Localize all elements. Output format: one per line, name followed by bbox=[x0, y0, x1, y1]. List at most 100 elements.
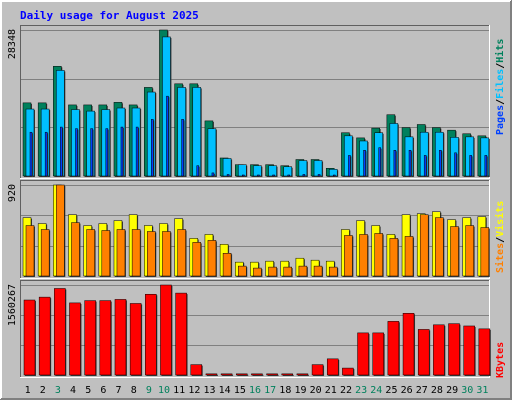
visits-sites-panel: 920 bbox=[7, 180, 490, 279]
bar-shadow bbox=[243, 175, 246, 177]
bar-kbytes-9 bbox=[145, 293, 157, 376]
bar-sites-23 bbox=[359, 234, 368, 277]
x-tick-label: 22 bbox=[340, 385, 352, 396]
side-legends: Pages/Files/Hits Sites/Visits KBytes bbox=[494, 39, 506, 378]
bar-kbytes-21 bbox=[326, 358, 339, 376]
bar-pages-25 bbox=[393, 149, 397, 177]
bar-pages-21 bbox=[332, 174, 336, 177]
side-legend-top: Pages/Files/Hits bbox=[494, 39, 506, 135]
y-max-label: 920 bbox=[7, 184, 18, 202]
x-tick-label: 26 bbox=[401, 385, 413, 396]
x-tick-label: 23 bbox=[355, 385, 367, 396]
bar-kbytes-8 bbox=[129, 303, 142, 376]
bar-kbytes-26 bbox=[402, 313, 415, 376]
bar-kbytes-7 bbox=[114, 299, 127, 376]
x-tick-label: 4 bbox=[70, 385, 76, 396]
bar-kbytes-17 bbox=[266, 373, 278, 376]
x-tick-label: 2 bbox=[40, 385, 46, 396]
bar-shadow bbox=[237, 374, 249, 376]
x-tick-label: 5 bbox=[85, 385, 91, 396]
bar-pages-11 bbox=[181, 119, 184, 177]
bar-kbytes-19 bbox=[296, 373, 309, 376]
bar-pages-3 bbox=[60, 126, 63, 177]
chart-title: Daily usage for August 2025 bbox=[20, 9, 199, 22]
x-tick-label: 16 bbox=[249, 385, 261, 396]
bar-sites-5 bbox=[86, 229, 95, 277]
bar-kbytes-29 bbox=[448, 323, 460, 376]
bar-kbytes-2 bbox=[38, 296, 51, 376]
bar-shadow bbox=[282, 374, 294, 376]
x-tick-label: 30 bbox=[461, 385, 473, 396]
side-legend-part: / bbox=[495, 237, 506, 243]
bar-kbytes-3 bbox=[54, 288, 66, 376]
bar-kbytes-27 bbox=[417, 329, 430, 376]
bar-kbytes-23 bbox=[357, 332, 369, 376]
side-legend-part: / bbox=[495, 99, 506, 105]
bar-pages-4 bbox=[75, 128, 78, 177]
side-legend-mid: Sites/Visits bbox=[494, 201, 506, 273]
bar-sites-22 bbox=[344, 235, 353, 277]
bar-pages-31 bbox=[484, 155, 488, 177]
hits-files-pages-panel: 28348 bbox=[7, 25, 490, 179]
bar-files-12 bbox=[192, 87, 202, 177]
bar-sites-24 bbox=[374, 233, 383, 277]
side-legend-part: / bbox=[495, 63, 506, 69]
x-tick-label: 18 bbox=[279, 385, 291, 396]
bar-pages-6 bbox=[105, 128, 109, 177]
x-tick-label: 12 bbox=[188, 385, 200, 396]
bar-sites-9 bbox=[147, 231, 156, 277]
bar-sites-11 bbox=[177, 229, 186, 277]
bar-pages-24 bbox=[378, 147, 381, 177]
bar-sites-26 bbox=[404, 236, 414, 277]
bar-sites-1 bbox=[25, 225, 35, 277]
x-tick-label: 3 bbox=[55, 385, 61, 396]
bar-pages-30 bbox=[469, 155, 472, 177]
bar-sites-12 bbox=[192, 242, 202, 277]
bar-shadow bbox=[267, 374, 279, 376]
bar-pages-20 bbox=[317, 174, 321, 177]
bar-sites-4 bbox=[71, 222, 80, 277]
bar-files-19 bbox=[298, 160, 308, 177]
bar-pages-13 bbox=[211, 172, 215, 177]
bar-files-14 bbox=[222, 158, 232, 177]
bar-pages-1 bbox=[29, 131, 33, 177]
bar-files-16 bbox=[253, 165, 262, 177]
bar-sites-28 bbox=[435, 217, 444, 277]
bar-sites-31 bbox=[480, 227, 490, 277]
bar-pages-5 bbox=[90, 128, 93, 177]
bar-files-20 bbox=[313, 160, 323, 177]
bar-shadow bbox=[297, 374, 309, 376]
kbytes-panel: 1560267 bbox=[7, 280, 491, 378]
x-tick-label: 29 bbox=[446, 385, 458, 396]
bar-sites-15 bbox=[238, 265, 247, 277]
bar-sites-16 bbox=[253, 267, 262, 277]
bar-kbytes-11 bbox=[175, 292, 187, 376]
x-tick-label: 20 bbox=[310, 385, 322, 396]
bar-kbytes-22 bbox=[342, 367, 354, 376]
bar-pages-8 bbox=[135, 126, 139, 177]
x-tick-label: 27 bbox=[416, 385, 428, 396]
bar-pages-16 bbox=[257, 174, 260, 177]
bar-files-17 bbox=[268, 165, 277, 177]
bar-kbytes-12 bbox=[190, 364, 203, 376]
x-tick-label: 28 bbox=[431, 385, 443, 396]
x-tick-label: 14 bbox=[219, 385, 231, 396]
bar-pages-18 bbox=[287, 174, 290, 177]
bar-sites-8 bbox=[131, 229, 141, 277]
bar-pages-19 bbox=[302, 174, 306, 177]
x-tick-label: 19 bbox=[294, 385, 306, 396]
bar-pages-14 bbox=[226, 174, 230, 177]
side-legend-part: KBytes bbox=[495, 342, 506, 378]
bar-shadow bbox=[206, 374, 218, 376]
bar-pages-28 bbox=[439, 149, 442, 177]
bar-files-18 bbox=[283, 166, 292, 177]
bar-sites-2 bbox=[40, 229, 50, 277]
bar-kbytes-13 bbox=[205, 373, 218, 376]
bar-pages-17 bbox=[272, 174, 275, 177]
bar-shadow bbox=[258, 175, 261, 177]
bar-shadow bbox=[288, 175, 291, 177]
y-max-label: 28348 bbox=[7, 29, 18, 59]
bar-pages-29 bbox=[454, 152, 457, 177]
bar-kbytes-16 bbox=[251, 373, 263, 376]
